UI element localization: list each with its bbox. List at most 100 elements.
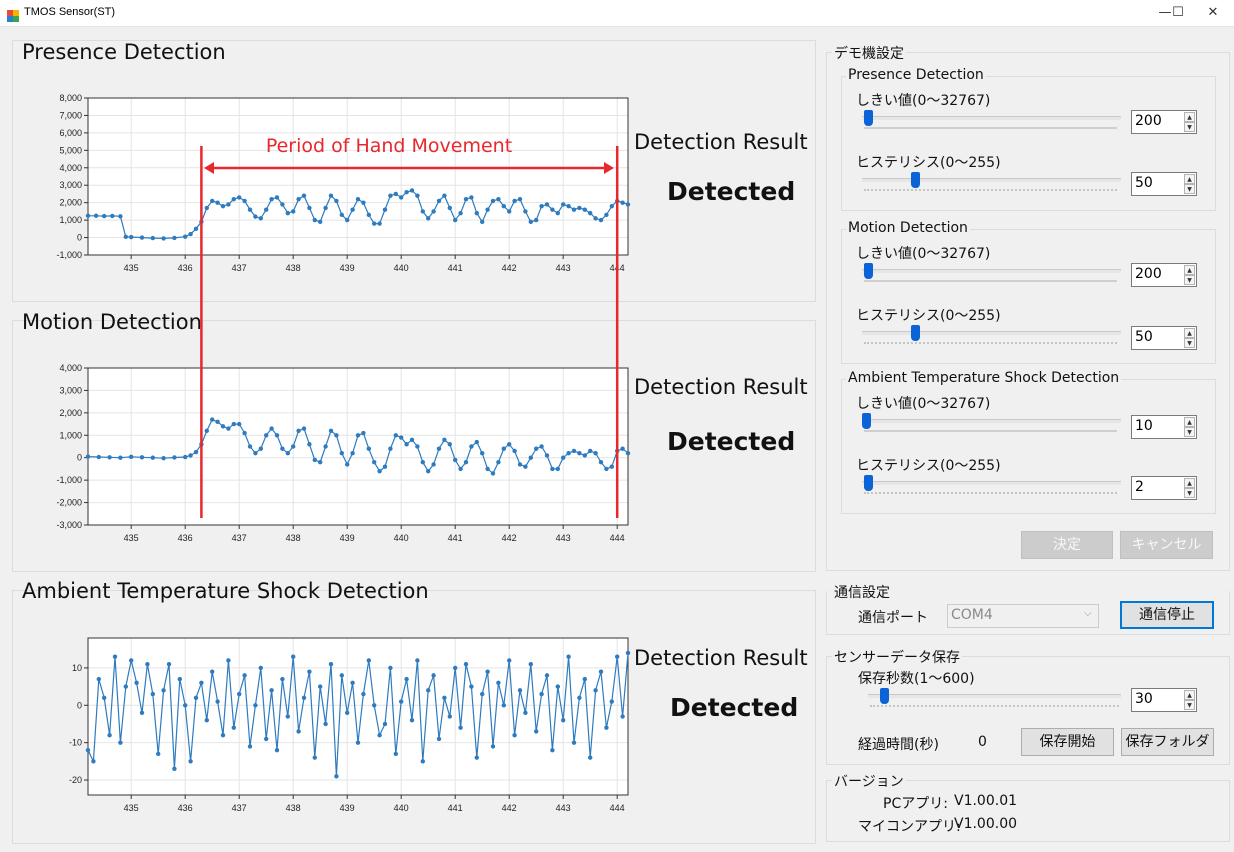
presence-x-tick-label: 439	[340, 263, 355, 273]
ambient-data-point	[96, 676, 102, 682]
chevron-down-icon[interactable]: ⌵	[1084, 608, 1092, 619]
save-start-button[interactable]: 保存開始	[1021, 728, 1114, 756]
presence-data-point	[620, 200, 625, 205]
ambient-data-point	[172, 766, 177, 772]
ambient-data-point	[453, 665, 458, 671]
motion-data-point	[517, 462, 523, 467]
ambient-data-point	[534, 729, 539, 734]
ambient-data-point	[372, 703, 377, 708]
ambient-data-point	[220, 732, 226, 738]
save-seconds-slider[interactable]	[879, 688, 889, 704]
motion-data-point	[355, 433, 361, 438]
ok-button[interactable]: 決定	[1021, 531, 1113, 559]
spin-up-icon[interactable]: ▲	[1184, 417, 1195, 427]
presence-data-point	[399, 195, 404, 200]
spin-up-icon[interactable]: ▲	[1184, 690, 1195, 700]
spin-up-icon[interactable]: ▲	[1184, 265, 1195, 275]
comm-port-select[interactable]: COM4 ⌵	[947, 604, 1099, 628]
motion-data-point	[409, 437, 415, 442]
ambient-x-tick-label: 437	[232, 803, 247, 813]
ambient-data-point	[123, 684, 128, 689]
presence-x-tick-label: 436	[178, 263, 193, 273]
close-icon[interactable]: ✕	[1207, 5, 1219, 20]
spin-down-icon[interactable]: ▼	[1184, 275, 1195, 285]
presence-y-tick-label: 1,000	[59, 215, 82, 225]
presence-hysteresis-input[interactable]: 50 ▲ ▼	[1131, 172, 1197, 196]
spin-down-icon[interactable]: ▼	[1184, 427, 1195, 437]
motion-hysteresis-input[interactable]: 50 ▲ ▼	[1131, 326, 1197, 350]
ambient-data-point	[107, 732, 112, 738]
minimize-icon[interactable]: —	[1158, 5, 1172, 20]
ambient-result-value: Detected	[670, 693, 799, 722]
ambient-threshold-slider[interactable]	[862, 413, 872, 429]
motion-data-point	[150, 455, 155, 460]
presence-threshold-input[interactable]: 200 ▲ ▼	[1131, 110, 1197, 134]
motion-y-tick-label: 3,000	[59, 385, 82, 395]
spin-down-icon[interactable]: ▼	[1184, 700, 1195, 710]
presence-series-line	[88, 189, 629, 240]
spin-up-icon[interactable]: ▲	[1184, 174, 1195, 184]
presence-y-tick-label: 6,000	[59, 128, 82, 138]
motion-data-point	[501, 446, 506, 451]
spin-up-icon[interactable]: ▲	[1184, 478, 1195, 488]
spin-up-icon[interactable]: ▲	[1184, 328, 1195, 338]
cancel-button[interactable]: キャンセル	[1120, 531, 1213, 559]
ambient-data-point	[307, 669, 312, 674]
presence-hysteresis-slider[interactable]	[911, 172, 920, 188]
motion-data-point	[544, 453, 550, 458]
ambient-data-point	[598, 669, 604, 674]
motion-hysteresis-track	[862, 331, 1121, 335]
spin-down-icon[interactable]: ▼	[1184, 488, 1195, 498]
ambient-data-point	[91, 759, 96, 764]
save-seconds-label: 保存秒数(1～600)	[858, 671, 975, 687]
ambient-data-point	[377, 732, 382, 738]
presence-data-point	[625, 202, 631, 207]
motion-data-point	[604, 466, 609, 472]
spin-up-icon[interactable]: ▲	[1184, 112, 1195, 122]
presence-data-point	[355, 196, 361, 202]
ambient-data-point	[415, 658, 420, 663]
ambient-data-point	[593, 688, 598, 693]
save-folder-button[interactable]: 保存フォルダ	[1121, 728, 1214, 756]
ambient-data-point	[242, 673, 247, 678]
ambient-threshold-input[interactable]: 10 ▲ ▼	[1131, 415, 1197, 439]
save-seconds-input[interactable]: 30 ▲ ▼	[1131, 688, 1197, 712]
spin-down-icon[interactable]: ▼	[1184, 184, 1195, 194]
pc-app-version: V1.00.01	[954, 793, 1018, 809]
ambient-hysteresis-slider[interactable]	[864, 475, 873, 491]
motion-hysteresis-slider[interactable]	[911, 325, 920, 341]
presence-data-point	[253, 214, 258, 219]
ambient-x-tick-label: 443	[556, 803, 571, 813]
presence-data-point	[188, 231, 193, 237]
presence-title: Presence Detection	[22, 40, 226, 64]
ambient-settings-title: Ambient Temperature Shock Detection	[846, 370, 1122, 386]
motion-threshold-slider[interactable]	[863, 263, 873, 279]
motion-data-point	[107, 455, 112, 460]
ambient-data-point	[458, 725, 463, 730]
comm-stop-button[interactable]: 通信停止	[1120, 601, 1214, 629]
maximize-icon[interactable]: ☐	[1172, 5, 1184, 20]
presence-threshold-slider[interactable]	[863, 110, 873, 126]
motion-x-tick-label: 442	[502, 533, 517, 543]
save-seconds-ticks	[870, 705, 1119, 709]
presence-data-point	[523, 209, 528, 214]
ambient-data-point	[85, 747, 91, 753]
ambient-data-point	[258, 665, 263, 671]
spin-down-icon[interactable]: ▼	[1184, 122, 1195, 132]
ambient-y-tick-label: 0	[77, 700, 82, 710]
ambient-hysteresis-input[interactable]: 2 ▲ ▼	[1131, 476, 1197, 500]
ambient-data-point	[134, 680, 139, 686]
ambient-data-point	[204, 718, 209, 723]
period-arrow-left-head	[204, 162, 214, 174]
presence-y-tick-label: 2,000	[59, 198, 82, 208]
motion-threshold-input[interactable]: 200 ▲ ▼	[1131, 263, 1197, 287]
motion-data-point	[393, 433, 398, 438]
ambient-data-point	[409, 718, 415, 723]
ambient-data-point	[145, 661, 150, 667]
ambient-x-tick-label: 440	[394, 803, 409, 813]
presence-data-point	[334, 198, 339, 204]
motion-data-point	[566, 451, 571, 456]
spin-down-icon[interactable]: ▼	[1184, 338, 1195, 348]
ambient-chart: 435 436 437 438 439 440 441 442 443 444 -20 -10 0 10	[69, 637, 631, 813]
motion-data-point	[415, 444, 420, 449]
